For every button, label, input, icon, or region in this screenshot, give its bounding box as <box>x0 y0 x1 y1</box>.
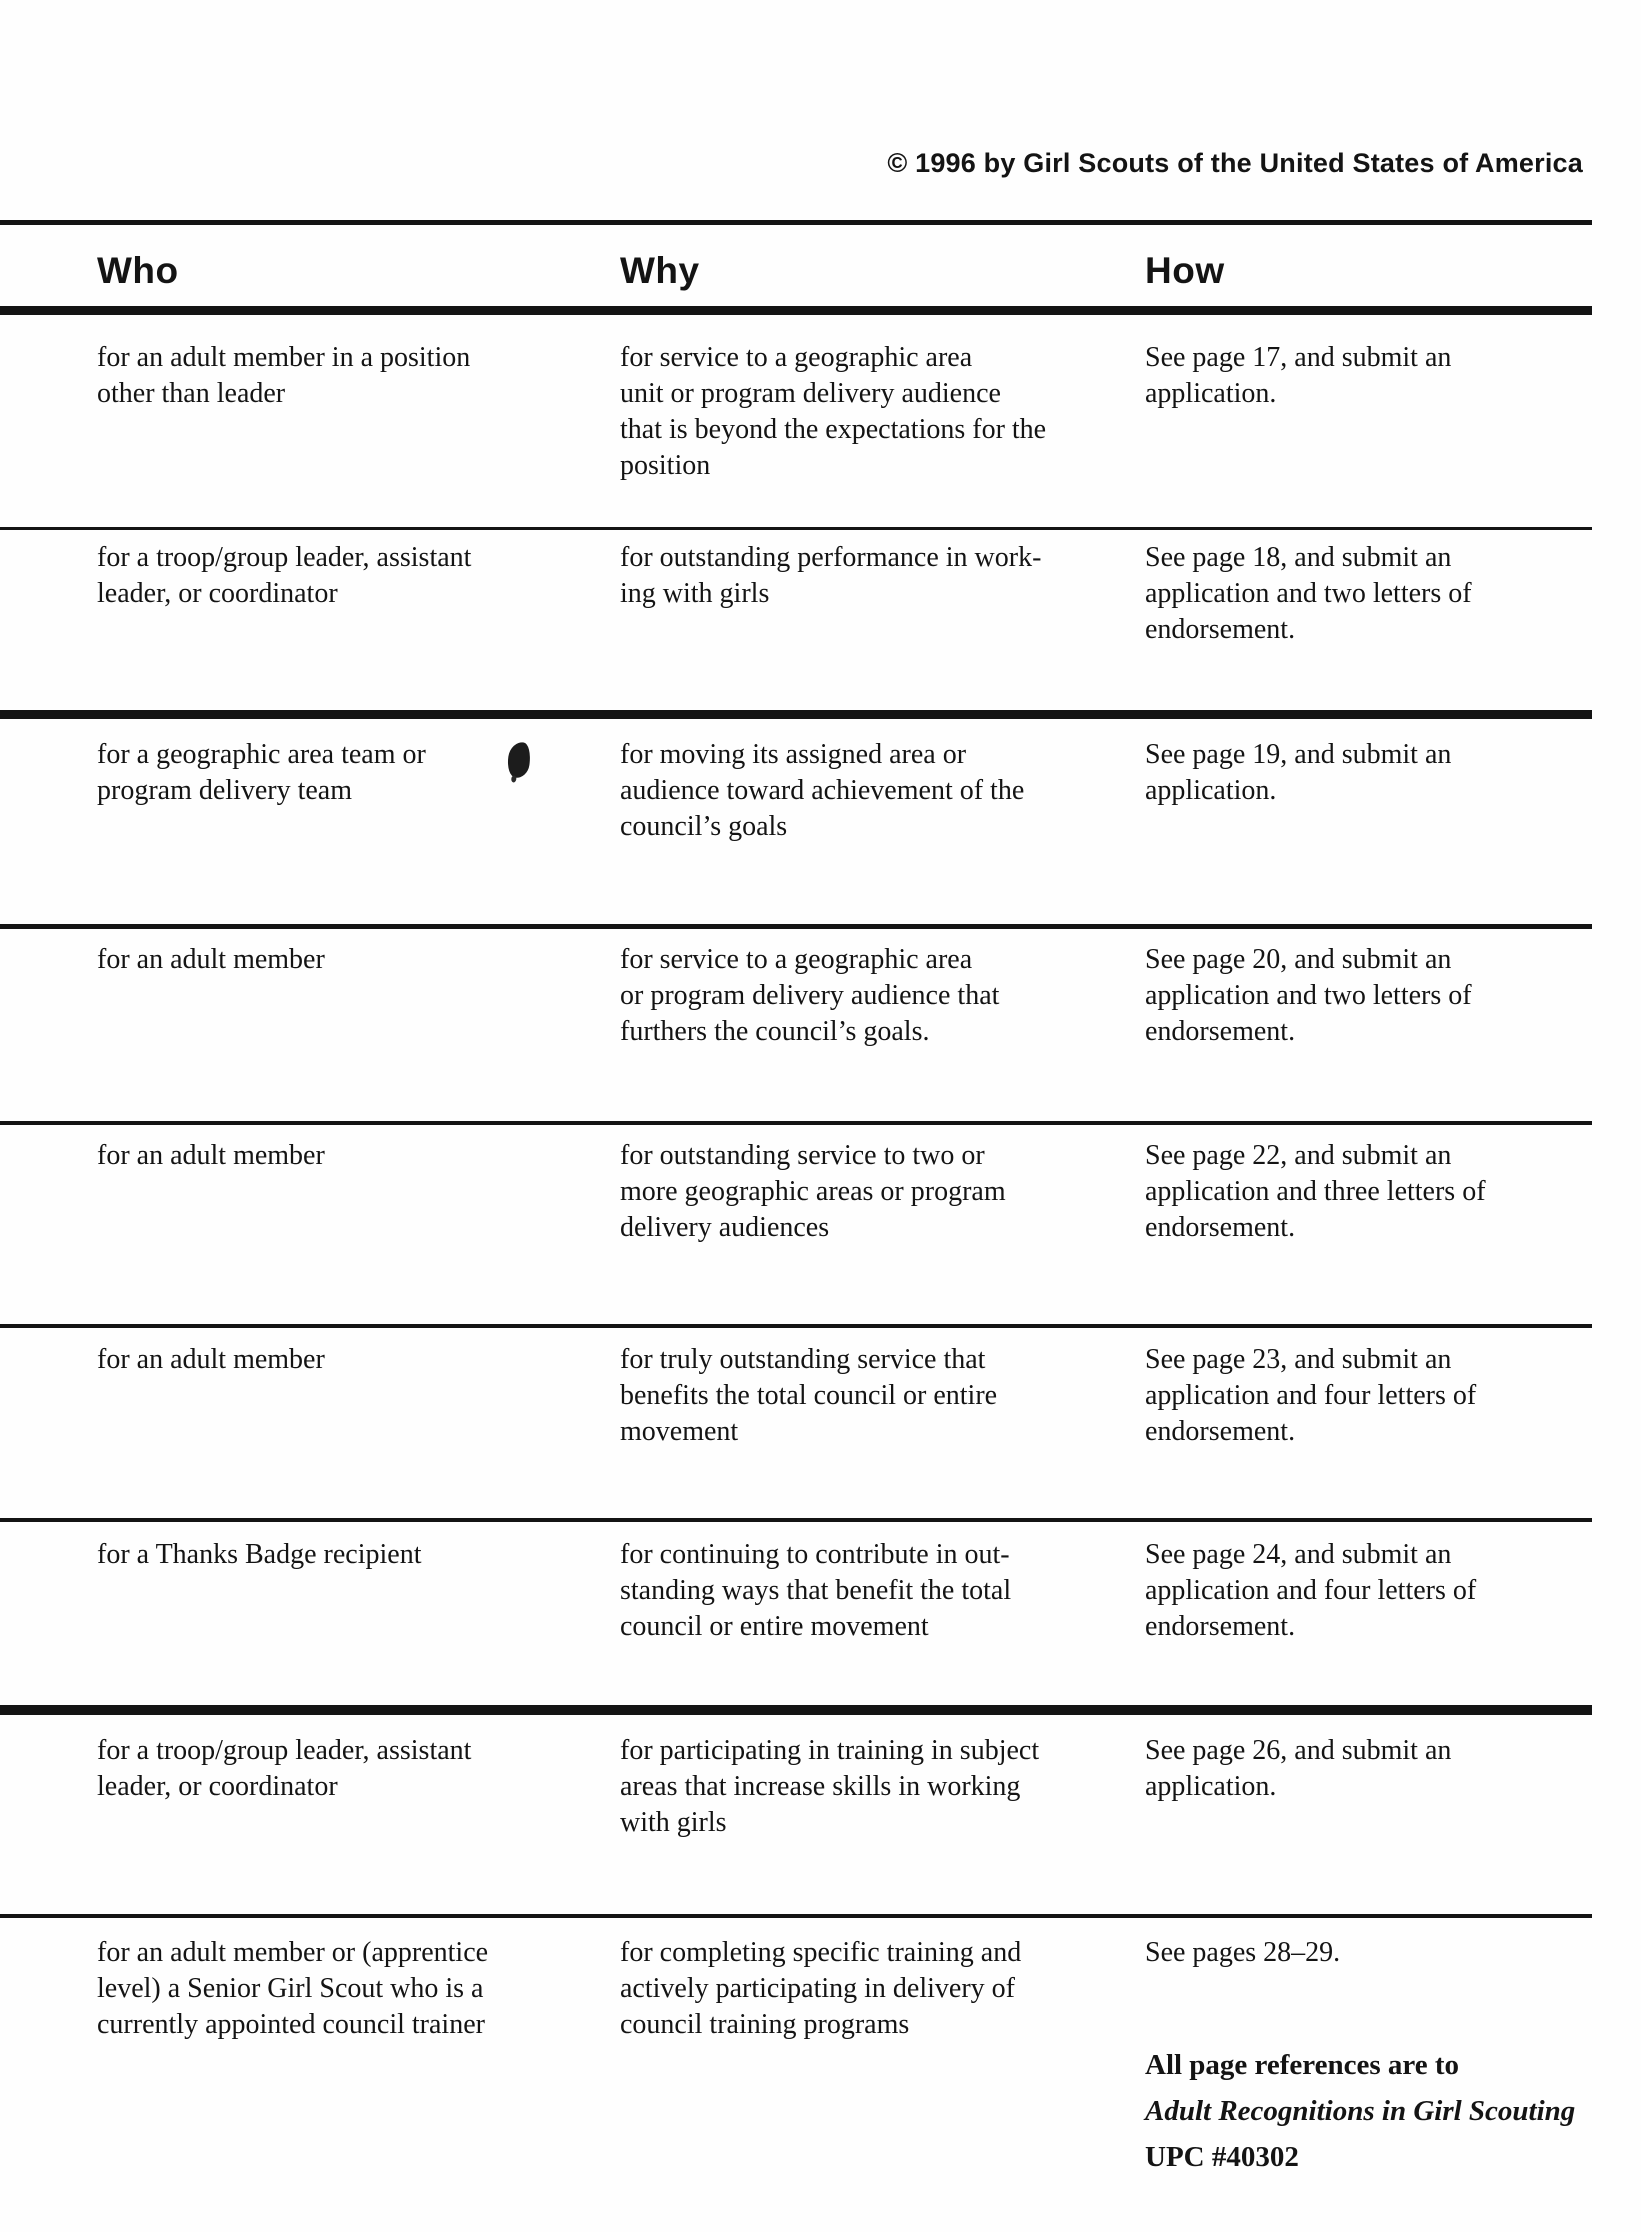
row2-how-cell: See page 18, and submit an application a… <box>1145 542 1472 645</box>
row4-why-cell: for service to a geographic area or prog… <box>620 944 1000 1047</box>
row2-who-cell: for a troop/group leader, assistant lead… <box>97 542 472 609</box>
row6-why-cell: for truly outstanding service that benef… <box>620 1344 998 1447</box>
row7-who-cell: for a Thanks Badge recipient <box>97 1539 422 1570</box>
row8-who-cell: for a troop/group leader, assistant lead… <box>97 1735 472 1802</box>
column-header-who: Who <box>97 250 179 291</box>
row9-how-cell: See pages 28–29. <box>1145 1937 1341 1968</box>
row-divider-2-thick <box>0 710 1592 719</box>
row-divider-1 <box>0 527 1592 530</box>
row3-who-cell: for a geographic area team or program de… <box>97 739 426 806</box>
row8-how-cell: See page 26, and submit an application. <box>1145 1735 1452 1802</box>
row-divider-7-thick <box>0 1705 1592 1715</box>
row-divider-5 <box>0 1324 1592 1328</box>
row3-why-cell: for moving its assigned area or audience… <box>620 739 1025 842</box>
row8-why-cell: for participating in training in subject… <box>620 1735 1040 1838</box>
row9-why-cell: for completing specific training and act… <box>620 1937 1022 2040</box>
row1-who-cell: for an adult member in a position other … <box>97 342 471 409</box>
row6-how-cell: See page 23, and submit an application a… <box>1145 1344 1477 1447</box>
rule-below-header <box>0 306 1592 315</box>
footer-note-line: All page references are to <box>1145 2049 1460 2081</box>
footer-note-block: All page references are to Adult Recogni… <box>1145 2042 1605 2180</box>
row7-how-cell: See page 24, and submit an application a… <box>1145 1539 1477 1642</box>
row5-why-cell: for outstanding service to two or more g… <box>620 1140 1006 1243</box>
row4-how-cell: See page 20, and submit an application a… <box>1145 944 1472 1047</box>
column-header-why: Why <box>620 250 700 291</box>
footer-upc: UPC #40302 <box>1145 2141 1299 2173</box>
row1-how-cell: See page 17, and submit an application. <box>1145 342 1452 409</box>
row7-why-cell: for continuing to contribute in out- sta… <box>620 1539 1012 1642</box>
row-divider-6 <box>0 1518 1592 1522</box>
copyright-line: © 1996 by Girl Scouts of the United Stat… <box>887 148 1583 178</box>
row6-who-cell: for an adult member <box>97 1344 325 1375</box>
row-divider-4 <box>0 1121 1592 1125</box>
column-header-how: How <box>1145 250 1225 291</box>
row1-why-cell: for service to a geographic area unit or… <box>620 342 1047 481</box>
row9-who-cell: for an adult member or (apprentice level… <box>97 1937 489 2040</box>
row5-who-cell: for an adult member <box>97 1140 325 1171</box>
footer-book-title: Adult Recognitions in Girl Scouting <box>1145 2095 1576 2127</box>
row5-how-cell: See page 22, and submit an application a… <box>1145 1140 1486 1243</box>
row4-who-cell: for an adult member <box>97 944 325 975</box>
row-divider-8 <box>0 1914 1592 1918</box>
row-divider-3 <box>0 924 1592 929</box>
rule-above-header <box>0 220 1592 225</box>
row3-how-cell: See page 19, and submit an application. <box>1145 739 1452 806</box>
row2-why-cell: for outstanding performance in work- ing… <box>620 542 1042 609</box>
